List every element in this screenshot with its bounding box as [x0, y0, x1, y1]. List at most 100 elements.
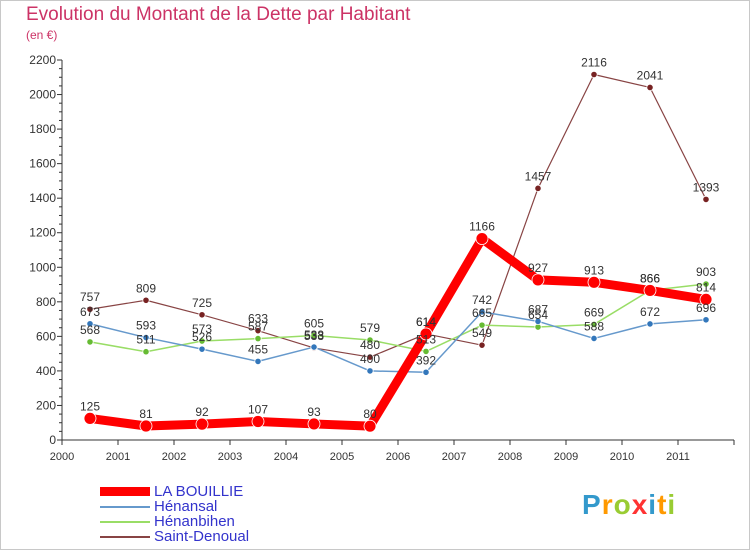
x-tick-label: 2001: [106, 451, 130, 463]
y-tick-label: 2000: [29, 88, 56, 102]
data-label: 93: [307, 405, 321, 419]
data-point: [590, 320, 598, 329]
legend: LA BOUILLIE Hénansal Hénanbihen Saint-De…: [100, 484, 249, 544]
data-label: 687: [528, 302, 548, 316]
legend-label: Saint-Denoual: [154, 528, 250, 545]
legend-item-la-bouillie: LA BOUILLIE: [100, 484, 249, 499]
logo-letter: P: [582, 489, 602, 520]
data-label: 669: [584, 305, 604, 319]
data-label: 533: [304, 329, 324, 343]
data-label: 913: [584, 263, 604, 277]
data-label: 81: [139, 407, 153, 421]
legend-label: LA BOUILLIE: [154, 483, 244, 500]
logo-letter: r: [601, 489, 614, 520]
data-label: 1393: [693, 180, 720, 194]
legend-swatch-la-bouillie: [100, 487, 150, 496]
logo-letter: i: [667, 489, 677, 520]
data-point: [139, 419, 153, 433]
data-point: [475, 232, 489, 246]
data-label: 513: [416, 332, 436, 346]
data-point: [198, 337, 206, 345]
x-tick-label: 2002: [162, 451, 186, 463]
data-label: 80: [363, 407, 377, 421]
x-tick-label: 2007: [442, 451, 466, 463]
data-point: [366, 367, 374, 375]
data-label: 2041: [637, 68, 664, 82]
data-point: [310, 331, 318, 340]
legend-item-saint-denoual: Saint-Denoual: [100, 529, 249, 544]
data-point: [643, 284, 657, 297]
data-label: 672: [640, 305, 660, 319]
data-point: [590, 70, 598, 79]
y-tick-label: 200: [36, 398, 56, 412]
x-tick-label: 2011: [666, 451, 690, 463]
data-point: [590, 334, 598, 343]
data-point: [534, 317, 542, 325]
data-point: [419, 327, 433, 341]
data-point: [422, 347, 430, 355]
legend-swatch-henansal: [100, 505, 150, 508]
data-point: [142, 333, 150, 342]
y-tick-label: 1400: [29, 191, 56, 205]
data-label: 538: [304, 328, 324, 342]
data-point: [587, 275, 601, 289]
x-tick-label: 2000: [50, 451, 74, 463]
data-point: [86, 305, 94, 313]
data-point: [646, 83, 654, 92]
data-label: 605: [304, 317, 324, 331]
data-label: 866: [640, 271, 660, 285]
series-line: [89, 311, 707, 374]
data-point: [534, 184, 542, 192]
data-point: [310, 343, 318, 351]
series-line: [89, 73, 707, 358]
data-label: 927: [528, 261, 548, 275]
x-tick-label: 2005: [330, 451, 354, 463]
y-axis-unit: (en €): [26, 28, 58, 42]
data-label: 673: [80, 305, 100, 319]
chart-title: Evolution du Montant de la Dette par Hab…: [26, 4, 411, 25]
data-point: [702, 316, 710, 324]
data-label: 568: [80, 323, 100, 337]
legend-item-henansal: Hénansal: [100, 499, 249, 514]
data-point: [86, 338, 94, 346]
data-point: [142, 348, 150, 356]
data-label: 725: [192, 296, 212, 310]
x-tick-label: 2003: [218, 451, 242, 463]
y-tick-label: 400: [36, 364, 56, 378]
y-tick-label: 600: [36, 329, 56, 343]
data-label: 1457: [525, 169, 552, 183]
data-point: [699, 292, 713, 306]
x-tick-label: 2010: [610, 451, 634, 463]
logo-letter: t: [657, 489, 668, 520]
data-point: [254, 327, 262, 335]
data-label: 549: [472, 326, 492, 340]
data-point: [531, 273, 545, 287]
data-label: 125: [80, 399, 100, 413]
data-label: 92: [195, 405, 209, 419]
data-point: [307, 417, 321, 431]
data-point: [702, 280, 710, 288]
data-point: [646, 320, 654, 328]
data-point: [478, 308, 486, 316]
data-point: [198, 311, 206, 319]
data-label: 2116: [581, 56, 607, 70]
data-label: 903: [696, 265, 716, 279]
x-tick-label: 2004: [274, 451, 298, 463]
data-label: 526: [192, 330, 212, 344]
data-label: 593: [136, 319, 156, 333]
data-label: 696: [696, 301, 716, 315]
data-point: [83, 412, 97, 425]
x-tick-label: 2008: [498, 451, 522, 463]
data-label: 809: [136, 281, 156, 295]
data-point: [254, 335, 262, 343]
data-point: [478, 341, 486, 349]
data-label: 665: [472, 306, 492, 320]
y-tick-label: 1600: [29, 157, 56, 171]
data-label: 742: [472, 293, 492, 307]
data-point: [251, 415, 265, 428]
data-label: 579: [360, 321, 380, 335]
data-label: 480: [360, 338, 380, 352]
data-point: [366, 336, 374, 344]
